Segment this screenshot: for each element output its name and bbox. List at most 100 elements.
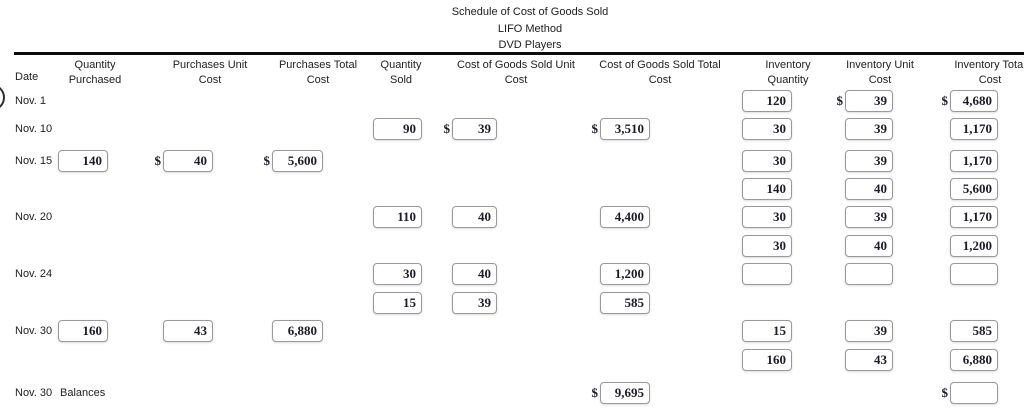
inventory-total-cost-input[interactable]	[950, 178, 998, 200]
header-line: Cost	[978, 74, 1002, 86]
inventory-unit-cost-input[interactable]	[845, 263, 893, 285]
inventory-quantity-input[interactable]	[742, 178, 792, 200]
schedule-title: Schedule of Cost of Goods Sold LIFO Meth…	[18, 4, 1024, 54]
inventory-total-cost-cell	[937, 150, 998, 172]
inventory-unit-cost-cell: $	[832, 90, 893, 112]
inventory-unit-cost-input[interactable]	[845, 349, 893, 371]
purchases-unit-cost-cell: $	[150, 150, 213, 172]
purchases-total-cost-cell: $	[259, 150, 323, 172]
cogs-unit-cost-input[interactable]	[452, 263, 497, 285]
inventory-total-cost-cell	[937, 320, 998, 342]
inventory-total-cost-input[interactable]	[950, 150, 998, 172]
inventory-unit-cost-input[interactable]	[845, 320, 893, 342]
inventory-quantity-cell	[729, 206, 792, 228]
cogs-unit-cost-input[interactable]	[452, 292, 497, 314]
date-label: Nov. 1	[15, 95, 46, 107]
header-line: Purchases Unit	[172, 59, 248, 71]
purchases-unit-cost-input[interactable]	[163, 150, 213, 172]
table-row: Nov. 20	[0, 206, 1024, 228]
cogs-total-cost-input[interactable]	[600, 263, 650, 285]
inventory-total-cost-input[interactable]	[950, 206, 998, 228]
quantity-sold-input[interactable]	[373, 292, 422, 314]
cogs-unit-cost-cell	[439, 206, 497, 228]
inventory-unit-cost-input[interactable]	[845, 206, 893, 228]
header-line: Cost	[306, 74, 330, 86]
purchases-total-cost-input[interactable]	[272, 320, 323, 342]
table-row: Nov. 24	[0, 263, 1024, 285]
purchases-unit-cost-input[interactable]	[163, 320, 213, 342]
dollar-sign: $	[154, 153, 162, 168]
inventory-unit-cost-cell	[832, 150, 893, 172]
table-row: Nov. 1 $ $	[0, 90, 1024, 112]
inventory-total-cost-cell	[937, 263, 998, 285]
inventory-quantity-input[interactable]	[742, 320, 792, 342]
inventory-quantity-cell	[729, 118, 792, 140]
inventory-unit-cost-cell	[832, 235, 893, 257]
inventory-total-cost-input[interactable]	[950, 118, 998, 140]
header-line: Quantity	[74, 59, 116, 71]
inventory-total-cost-cell: $	[937, 90, 998, 112]
date-label: Nov. 30	[15, 325, 53, 337]
purchases-unit-cost-cell	[150, 320, 213, 342]
title-line-1: Schedule of Cost of Goods Sold	[451, 6, 609, 18]
title-line-2: LIFO Method	[497, 22, 563, 35]
cogs-total-cost-input[interactable]	[600, 206, 650, 228]
inventory-unit-cost-input[interactable]	[845, 150, 893, 172]
inventory-quantity-input[interactable]	[742, 235, 792, 257]
quantity-sold-input[interactable]	[373, 206, 422, 228]
inventory-quantity-input[interactable]	[742, 150, 792, 172]
column-header-quantity-sold: Quantity Sold	[365, 58, 437, 88]
quantity-sold-input[interactable]	[373, 118, 422, 140]
inventory-total-cost-input[interactable]	[950, 263, 998, 285]
header-line: Purchases Total	[278, 59, 358, 71]
cogs-unit-cost-input[interactable]	[452, 118, 497, 140]
inventory-quantity-input[interactable]	[742, 118, 792, 140]
quantity-sold-input[interactable]	[373, 263, 422, 285]
date-label: Nov. 20	[15, 211, 53, 223]
inventory-quantity-cell	[729, 150, 792, 172]
inventory-unit-cost-input[interactable]	[845, 235, 893, 257]
column-header-inventory-quantity: Inventory Quantity	[748, 58, 828, 88]
cogs-total-cost-input[interactable]	[600, 382, 650, 404]
inventory-unit-cost-input[interactable]	[845, 178, 893, 200]
inventory-unit-cost-cell	[832, 178, 893, 200]
header-line: Sold	[389, 74, 413, 86]
cogs-total-cost-input[interactable]	[600, 292, 650, 314]
cogs-total-cost-input[interactable]	[600, 118, 650, 140]
inventory-quantity-cell	[729, 235, 792, 257]
quantity-purchased-input[interactable]	[58, 320, 108, 342]
header-line: Cost	[198, 74, 222, 86]
inventory-total-cost-cell	[937, 349, 998, 371]
inventory-total-cost-input[interactable]	[950, 382, 998, 404]
inventory-total-cost-input[interactable]	[950, 235, 998, 257]
cogs-unit-cost-cell: $	[439, 118, 497, 140]
table-row-balances: Nov. 30 Balances $ $	[0, 382, 1024, 404]
inventory-unit-cost-input[interactable]	[845, 90, 893, 112]
inventory-quantity-input[interactable]	[742, 263, 792, 285]
inventory-total-cost-input[interactable]	[950, 349, 998, 371]
inventory-total-cost-input[interactable]	[950, 320, 998, 342]
header-divider	[14, 52, 1024, 55]
inventory-total-cost-input[interactable]	[950, 90, 998, 112]
cogs-total-cost-cell	[587, 206, 650, 228]
quantity-purchased-cell	[45, 150, 108, 172]
dollar-sign: $	[591, 385, 599, 400]
inventory-quantity-input[interactable]	[742, 90, 792, 112]
quantity-purchased-input[interactable]	[58, 150, 108, 172]
inventory-quantity-input[interactable]	[742, 206, 792, 228]
header-line: Cost	[648, 74, 672, 86]
table-row: Nov. 30	[0, 320, 1024, 342]
header-line: Cost	[868, 74, 892, 86]
header-line: Inventory Unit	[846, 59, 914, 71]
quantity-sold-cell	[360, 263, 422, 285]
cogs-total-cost-cell	[587, 292, 650, 314]
table-row	[0, 292, 1024, 314]
purchases-total-cost-input[interactable]	[272, 150, 323, 172]
cogs-unit-cost-input[interactable]	[452, 206, 497, 228]
date-label: Nov. 15	[15, 155, 53, 167]
column-header-inventory-unit-cost: Inventory Unit Cost	[830, 58, 930, 88]
column-header-quantity-purchased: Quantity Purchased	[50, 58, 140, 88]
inventory-unit-cost-cell	[832, 263, 893, 285]
inventory-unit-cost-input[interactable]	[845, 118, 893, 140]
inventory-quantity-input[interactable]	[742, 349, 792, 371]
